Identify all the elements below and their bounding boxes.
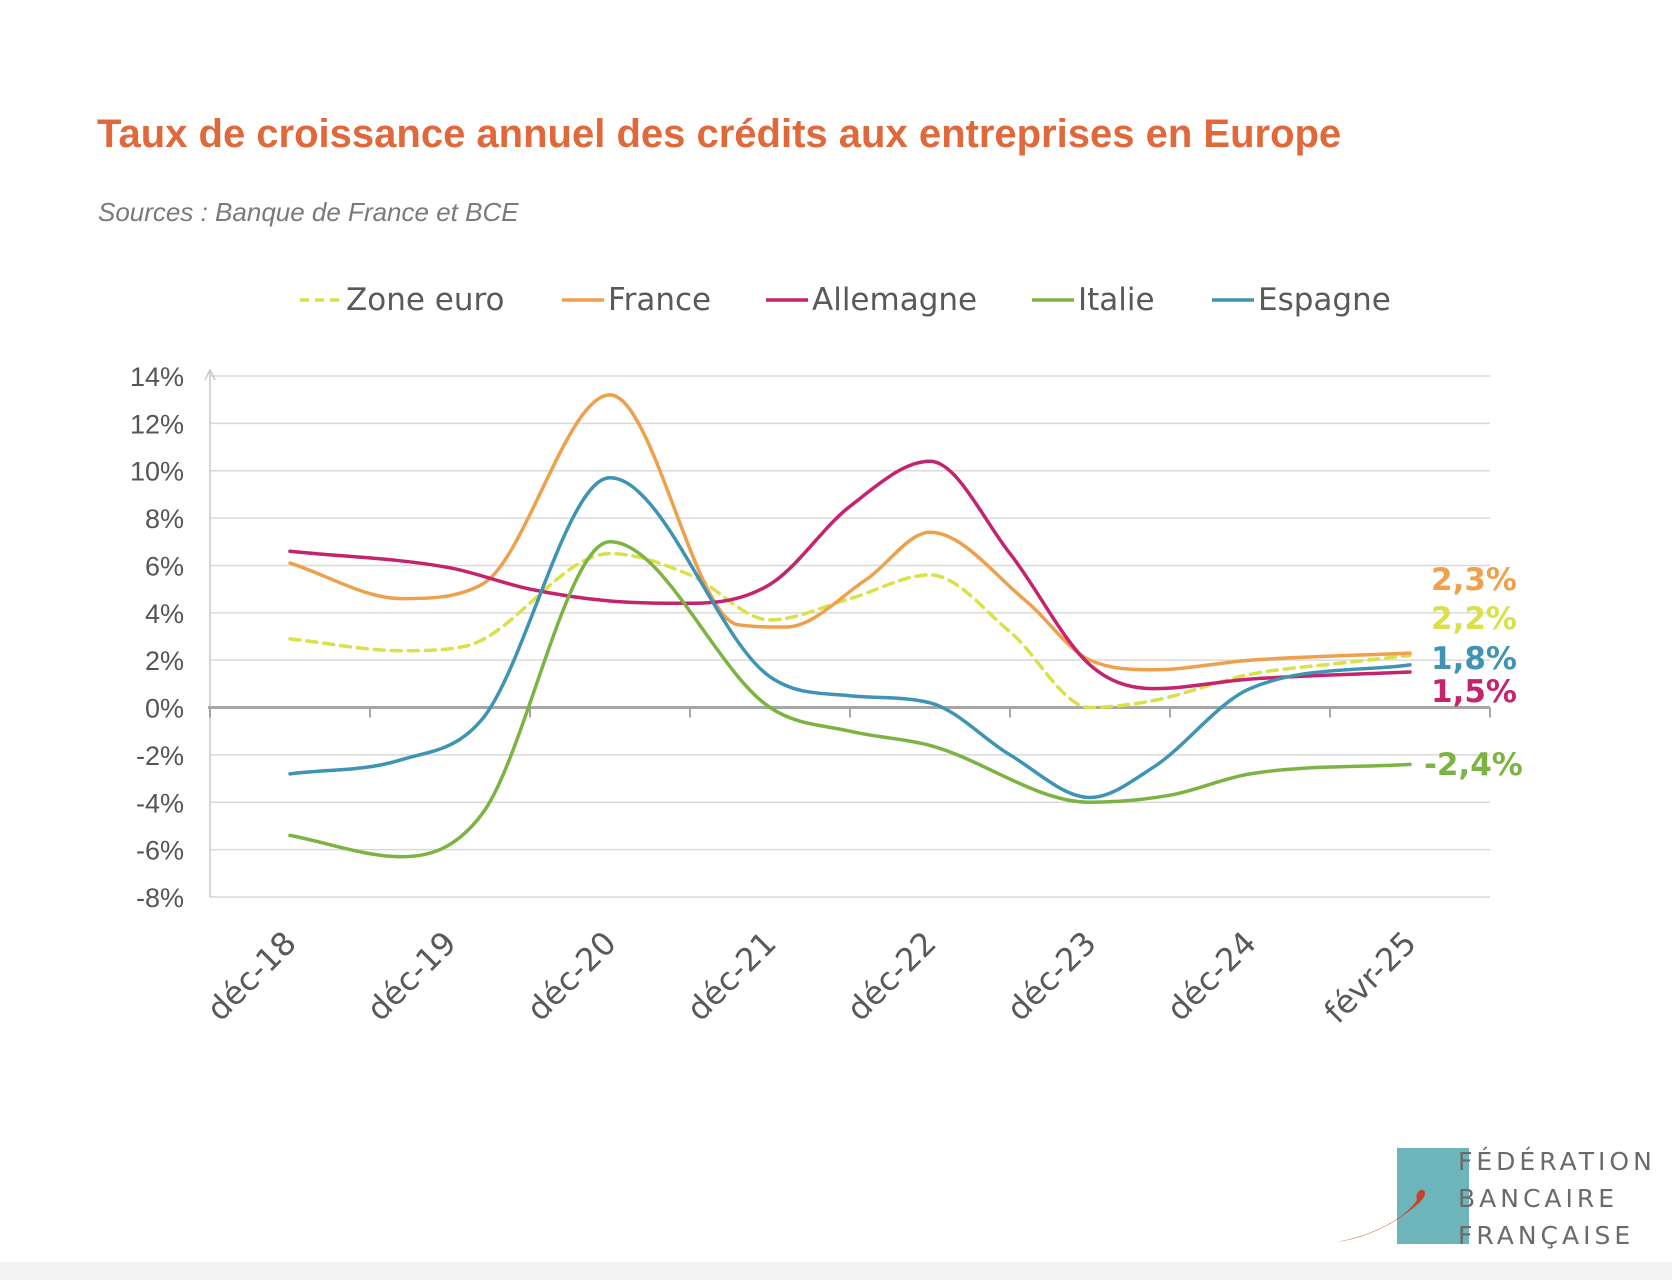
y-tick-label: 10%	[130, 457, 184, 487]
x-axis: déc-18 déc-19 déc-20 déc-21 déc-22 déc-23 déc-…	[199, 706, 1491, 1031]
x-tick-label: déc-21	[679, 924, 784, 1029]
x-tick-label: déc-18	[199, 924, 304, 1029]
x-tick-label: déc-20	[519, 924, 624, 1029]
bottom-bar	[0, 1262, 1672, 1280]
series-line-france	[288, 393, 1412, 672]
y-tick-label: -4%	[136, 788, 184, 818]
y-tick-label: 6%	[145, 551, 184, 581]
series-line-espagne	[288, 476, 1412, 800]
y-tick-label: 4%	[145, 599, 184, 629]
end-label-allemagne: 1,5%	[1431, 674, 1517, 710]
x-tick-label: déc-19	[359, 924, 464, 1029]
y-tick-label: -6%	[136, 836, 184, 866]
x-tick-label: déc-22	[839, 924, 944, 1029]
series-line-allemagne	[288, 459, 1412, 691]
y-tick-label: 2%	[145, 646, 184, 676]
chart-grid	[210, 375, 1490, 898]
x-tick-label: déc-24	[1159, 924, 1264, 1029]
logo-line: BANCAIRE	[1458, 1184, 1619, 1213]
x-tick-label: févr-25	[1317, 924, 1424, 1031]
x-tick-label: déc-23	[999, 924, 1104, 1029]
logo-swoosh-icon	[1337, 1189, 1426, 1242]
legend-label: Allemagne	[812, 282, 977, 318]
y-tick-label: 8%	[145, 504, 184, 534]
y-tick-label: -2%	[136, 741, 184, 771]
logo-tile	[1397, 1148, 1469, 1244]
end-label-italie: -2,4%	[1424, 747, 1523, 783]
series-line-italie	[288, 540, 1412, 859]
series-lines	[288, 393, 1412, 859]
end-label-zone-euro: 2,2%	[1431, 601, 1517, 637]
series-line-zone-euro	[288, 551, 1412, 710]
chart-title: Taux de croissance annuel des crédits au…	[97, 112, 1342, 156]
legend-label: France	[608, 282, 711, 318]
end-label-france: 2,3%	[1431, 562, 1517, 598]
y-tick-label: 12%	[130, 409, 184, 439]
y-tick-label: 14%	[130, 362, 184, 392]
logo-wordmark: FÉDÉRATION BANCAIRE FRANÇAISE	[1458, 1143, 1656, 1254]
chart-subtitle: Sources : Banque de France et BCE	[98, 197, 519, 227]
end-label-espagne: 1,8%	[1431, 641, 1517, 677]
end-value-labels: 2,2%2,3% 1,5% -2,4% 1,8%	[1424, 562, 1523, 783]
y-tick-label: 0%	[145, 694, 184, 724]
legend-label: Italie	[1078, 282, 1155, 318]
y-axis: 14% 12% 10% 8% 6% 4% 2% 0% -2% -4% -6% -8%	[130, 362, 216, 913]
y-axis-arrow-icon	[204, 368, 216, 381]
y-tick-label: -8%	[136, 883, 184, 913]
logo-line: FRANÇAISE	[1458, 1221, 1635, 1250]
legend-label: Zone euro	[346, 282, 505, 318]
logo-line: FÉDÉRATION	[1458, 1147, 1656, 1176]
chart-legend: Zone euro France Allemagne Italie Espagne	[300, 282, 1391, 318]
legend-label: Espagne	[1258, 282, 1391, 318]
